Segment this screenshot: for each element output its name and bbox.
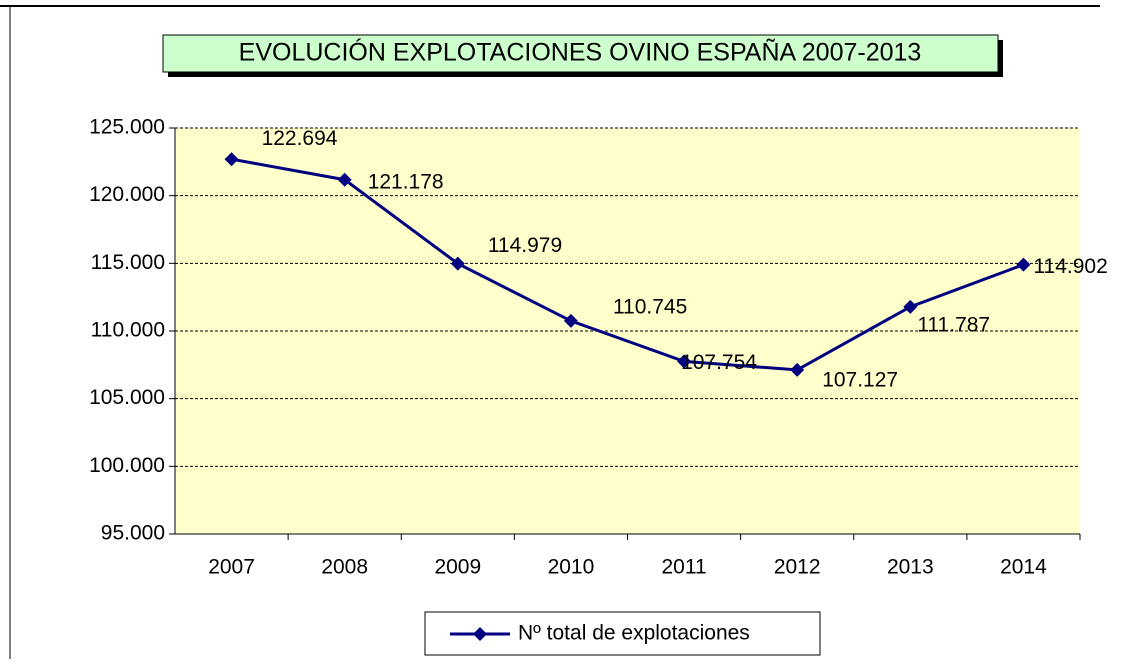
y-tick-label: 115.000 (91, 251, 165, 274)
data-label: 114.902 (1033, 255, 1107, 278)
data-label: 122.694 (262, 127, 338, 150)
data-label: 107.754 (681, 351, 757, 374)
data-point (1016, 257, 1031, 272)
data-point (790, 362, 805, 377)
x-tick-label: 2013 (887, 556, 934, 579)
x-tick-label: 2009 (434, 556, 481, 579)
legend-label: Nº total de explotaciones (518, 622, 750, 645)
series-line (231, 157, 1024, 372)
y-tick-label: 95.000 (101, 522, 165, 545)
legend-marker (473, 627, 487, 641)
data-label: 107.127 (822, 368, 898, 391)
data-point (563, 313, 578, 328)
title-box (162, 34, 999, 73)
x-tick-label: 2007 (208, 556, 255, 579)
data-label: 110.745 (613, 295, 687, 318)
x-tick-label: 2010 (548, 556, 595, 579)
x-tick-label: 2014 (1000, 556, 1047, 579)
y-tick-label: 110.000 (91, 319, 165, 342)
data-point (903, 299, 918, 314)
x-tick-label: 2008 (321, 556, 368, 579)
x-tick-label: 2012 (774, 556, 821, 579)
data-label: 114.979 (488, 234, 562, 257)
data-point (677, 354, 692, 369)
y-tick-label: 105.000 (89, 386, 165, 409)
y-tick-label: 120.000 (89, 183, 165, 206)
chart-title: EVOLUCIÓN EXPLOTACIONES OVINO ESPAÑA 200… (239, 38, 922, 67)
data-point (337, 172, 352, 187)
y-tick-label: 125.000 (89, 116, 165, 139)
data-point (224, 152, 239, 167)
data-point (450, 256, 465, 271)
x-tick-label: 2011 (661, 556, 706, 579)
data-label: 121.178 (368, 170, 444, 193)
y-tick-label: 100.000 (89, 454, 165, 477)
data-label: 111.787 (917, 313, 990, 336)
